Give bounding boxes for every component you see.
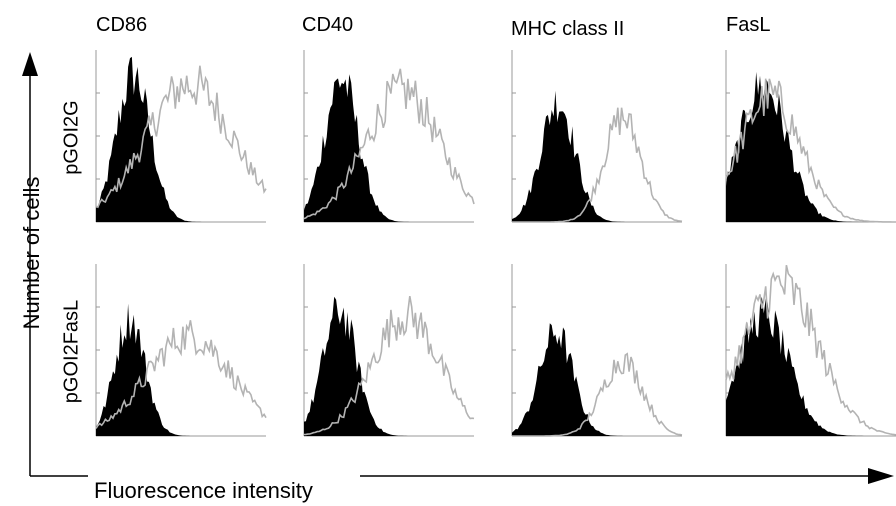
- control-histogram-filled: [304, 74, 474, 222]
- stained-histogram-outline: [725, 265, 896, 436]
- column-title-cd86: CD86: [96, 14, 148, 36]
- histogram-panel-pgoi2fasl-cd40: [303, 264, 475, 437]
- y-arrow-head: [22, 52, 38, 76]
- column-title-mhc-class-ii: MHC class II: [511, 18, 625, 40]
- control-histogram-filled: [726, 71, 896, 223]
- control-histogram-filled: [726, 296, 896, 436]
- stained-histogram-outline: [95, 320, 267, 429]
- stained-histogram-outline: [512, 107, 683, 223]
- x-axis-label: Fluorescence intensity: [94, 478, 313, 503]
- x-arrow-head: [868, 468, 894, 484]
- histogram-panel-pgoi2g-mhc-class-ii: [511, 50, 683, 223]
- histogram-panel-pgoi2fasl-mhc-class-ii: [511, 264, 683, 437]
- histogram-panel-pgoi2fasl-cd86: [95, 264, 267, 437]
- histogram-panel-pgoi2fasl-fasl: [725, 264, 896, 437]
- row-label-pgoi2fasl: pGOI2FasL: [60, 299, 83, 404]
- control-histogram-filled: [304, 296, 474, 436]
- column-title-cd40: CD40: [302, 14, 354, 36]
- stained-histogram-outline: [725, 78, 896, 223]
- stained-histogram-outline: [512, 352, 683, 437]
- control-histogram-filled: [96, 56, 266, 223]
- control-histogram-filled: [96, 303, 266, 436]
- axis-arrows: [22, 52, 894, 484]
- column-title-fasl: FasL: [726, 14, 771, 36]
- histogram-panel-pgoi2g-fasl: [725, 50, 896, 223]
- histogram-panel-pgoi2g-cd86: [95, 50, 267, 223]
- row-label-pgoi2g: pGOI2G: [60, 100, 83, 175]
- y-axis-label: Number of cells: [19, 176, 44, 330]
- stained-histogram-outline: [303, 295, 475, 436]
- stained-histogram-outline: [303, 68, 475, 220]
- control-histogram-filled: [512, 90, 682, 222]
- control-histogram-filled: [512, 323, 682, 436]
- histogram-panel-pgoi2g-cd40: [303, 50, 475, 223]
- stained-histogram-outline: [95, 65, 267, 209]
